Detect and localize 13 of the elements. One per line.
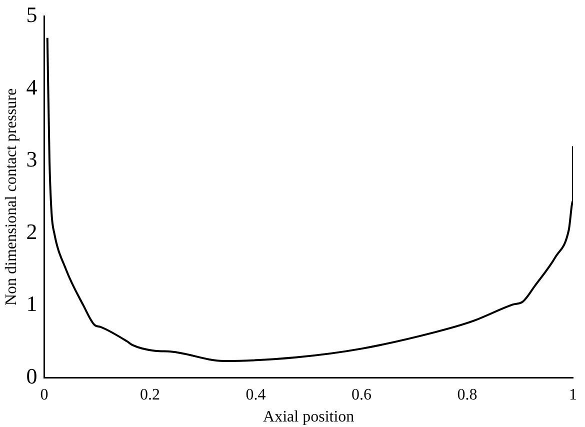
y-tick-label: 3 <box>26 146 38 172</box>
x-tick-label: 1 <box>569 386 577 404</box>
x-tick-label: 0.2 <box>140 386 160 404</box>
y-tick-label: 1 <box>26 291 38 316</box>
x-axis-title: Axial position <box>263 408 354 426</box>
x-tick-label: 0.4 <box>246 386 266 404</box>
y-tick-label: 4 <box>26 74 38 100</box>
x-tick-label: 0.6 <box>351 386 372 404</box>
x-tick-label: 0.8 <box>457 386 478 404</box>
y-tick-label: 2 <box>26 218 38 244</box>
y-tick-label: 5 <box>26 2 38 27</box>
x-tick-label: 0 <box>40 386 48 404</box>
y-axis-title: Non dimensional contact pressure <box>2 88 20 306</box>
